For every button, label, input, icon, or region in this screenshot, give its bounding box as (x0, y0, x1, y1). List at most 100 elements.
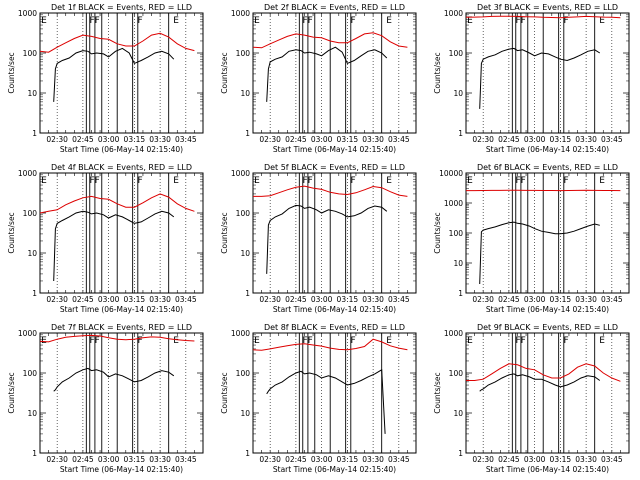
interval-marker: F (563, 16, 568, 26)
y-tick-label: 1000 (444, 9, 463, 18)
plot-frame (39, 172, 204, 294)
interval-marker: F (95, 176, 100, 186)
x-tick-label: 03:15 (124, 135, 146, 144)
x-axis-label: Start Time (06-May-14 02:15:40) (60, 465, 183, 474)
y-tick-label: 10 (27, 89, 37, 98)
y-tick-label: 10 (453, 259, 463, 268)
x-tick-label: 03:45 (175, 135, 197, 144)
x-tick-label: 02:45 (72, 455, 94, 464)
interval-marker: E (254, 176, 260, 186)
y-tick-label: 1 (458, 129, 463, 138)
interval-marker: F (137, 336, 142, 346)
x-tick-label: 03:30 (149, 295, 171, 304)
plot-frame (465, 172, 630, 294)
x-axis-label: Start Time (06-May-14 02:15:40) (273, 145, 396, 154)
events-series-line (266, 368, 386, 434)
x-tick-label: 03:30 (362, 455, 384, 464)
interval-marker: F (350, 16, 355, 26)
interval-marker: E (599, 176, 605, 186)
x-tick-label: 03:00 (524, 135, 546, 144)
x-tick-label: 03:15 (337, 295, 359, 304)
panel-det-7: Det 7f BLACK = Events, RED = LLD 02:30 02:… (7, 323, 204, 474)
y-tick-label: 10 (240, 89, 250, 98)
events-series-line (53, 47, 175, 102)
x-tick-label: 02:45 (285, 135, 307, 144)
x-tick-label: 02:45 (285, 295, 307, 304)
x-axis-label: Start Time (06-May-14 02:15:40) (60, 145, 183, 154)
x-tick-label: 02:30 (259, 135, 281, 144)
y-tick-label: 10 (27, 409, 37, 418)
panel-title: Det 8f BLACK = Events, RED = LLD (264, 323, 405, 332)
plot-frame (465, 332, 630, 454)
interval-marker: F (521, 176, 526, 186)
y-tick-label: 100 (23, 49, 38, 58)
y-tick-label: 100 (236, 209, 251, 218)
panel-title: Det 7f BLACK = Events, RED = LLD (51, 323, 192, 332)
interval-marker: F (563, 336, 568, 346)
y-tick-label: 100 (449, 49, 464, 58)
x-tick-label: 02:30 (472, 135, 494, 144)
y-tick-label: 1000 (231, 329, 250, 338)
plot-frame (252, 12, 417, 134)
interval-marker: F (302, 336, 307, 346)
x-axis-label: Start Time (06-May-14 02:15:40) (273, 305, 396, 314)
x-tick-label: 03:45 (388, 135, 410, 144)
y-axis-label: Counts/sec (220, 372, 229, 413)
x-tick-label: 03:15 (124, 295, 146, 304)
y-tick-label: 1000 (231, 9, 250, 18)
x-tick-label: 03:45 (388, 455, 410, 464)
lld-series-line (466, 363, 621, 382)
x-tick-label: 03:45 (388, 295, 410, 304)
interval-marker: F (563, 176, 568, 186)
events-series-line (53, 210, 175, 282)
panel-title: Det 3f BLACK = Events, RED = LLD (477, 3, 618, 12)
y-tick-label: 1000 (444, 329, 463, 338)
interval-marker: F (89, 176, 94, 186)
y-tick-label: 1 (458, 289, 463, 298)
y-tick-label: 10000 (439, 169, 463, 178)
interval-marker: F (302, 16, 307, 26)
x-axis-label: Start Time (06-May-14 02:15:40) (273, 465, 396, 474)
y-tick-label: 100 (449, 369, 464, 378)
x-tick-label: 03:30 (149, 455, 171, 464)
y-tick-label: 100 (236, 369, 251, 378)
interval-marker: F (308, 16, 313, 26)
x-tick-label: 03:45 (175, 455, 197, 464)
interval-marker: E (386, 336, 392, 346)
y-tick-label: 100 (236, 49, 251, 58)
x-tick-label: 03:00 (98, 455, 120, 464)
plot-frame (39, 12, 204, 134)
plot-frame (252, 332, 417, 454)
y-tick-label: 1000 (444, 199, 463, 208)
interval-marker: E (599, 16, 605, 26)
y-axis-label: Counts/sec (7, 212, 16, 253)
events-series-line (266, 204, 388, 274)
panel-title: Det 5f BLACK = Events, RED = LLD (264, 163, 405, 172)
y-tick-label: 1 (32, 129, 37, 138)
interval-marker: E (386, 16, 392, 26)
panel-title: Det 4f BLACK = Events, RED = LLD (51, 163, 192, 172)
y-tick-label: 100 (449, 229, 464, 238)
events-series-line (53, 367, 175, 392)
events-series-line (479, 47, 601, 109)
y-axis-label: Counts/sec (220, 212, 229, 253)
x-tick-label: 03:30 (575, 295, 597, 304)
interval-marker: F (521, 16, 526, 26)
y-tick-label: 100 (23, 209, 38, 218)
y-tick-label: 1000 (18, 169, 37, 178)
interval-marker: F (515, 16, 520, 26)
y-tick-label: 10 (453, 89, 463, 98)
interval-marker: E (41, 176, 47, 186)
panel-det-1: Det 1f BLACK = Events, RED = LLD 02:30 02:… (7, 3, 204, 154)
panel-det-6: Det 6f BLACK = Events, RED = LLD 02:30 02:… (433, 163, 630, 314)
x-tick-label: 02:45 (285, 455, 307, 464)
interval-marker: F (89, 336, 94, 346)
y-tick-label: 1 (32, 289, 37, 298)
y-tick-label: 1000 (18, 329, 37, 338)
x-tick-label: 03:30 (575, 135, 597, 144)
lld-series-line (465, 15, 621, 19)
x-tick-label: 03:45 (601, 295, 623, 304)
x-tick-label: 03:30 (149, 135, 171, 144)
y-tick-label: 1000 (231, 169, 250, 178)
